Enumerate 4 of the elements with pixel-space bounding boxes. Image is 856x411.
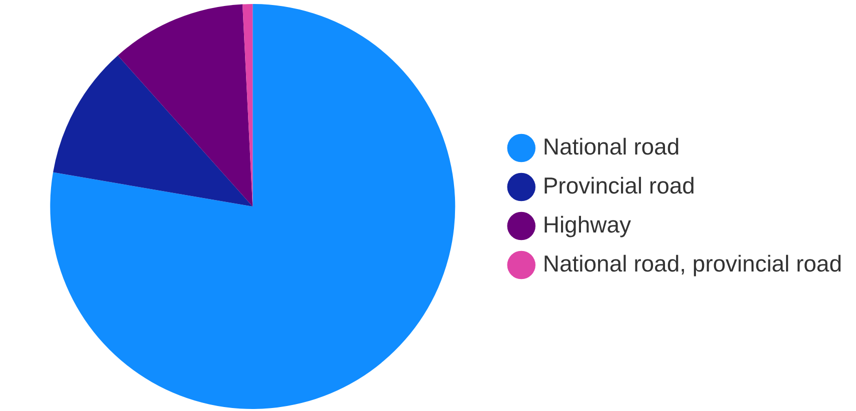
legend-label: National road <box>542 133 680 160</box>
legend-label: Highway <box>542 211 632 238</box>
legend-label: Provincial road <box>542 172 695 198</box>
legend-label: National road, provincial road <box>542 250 842 276</box>
